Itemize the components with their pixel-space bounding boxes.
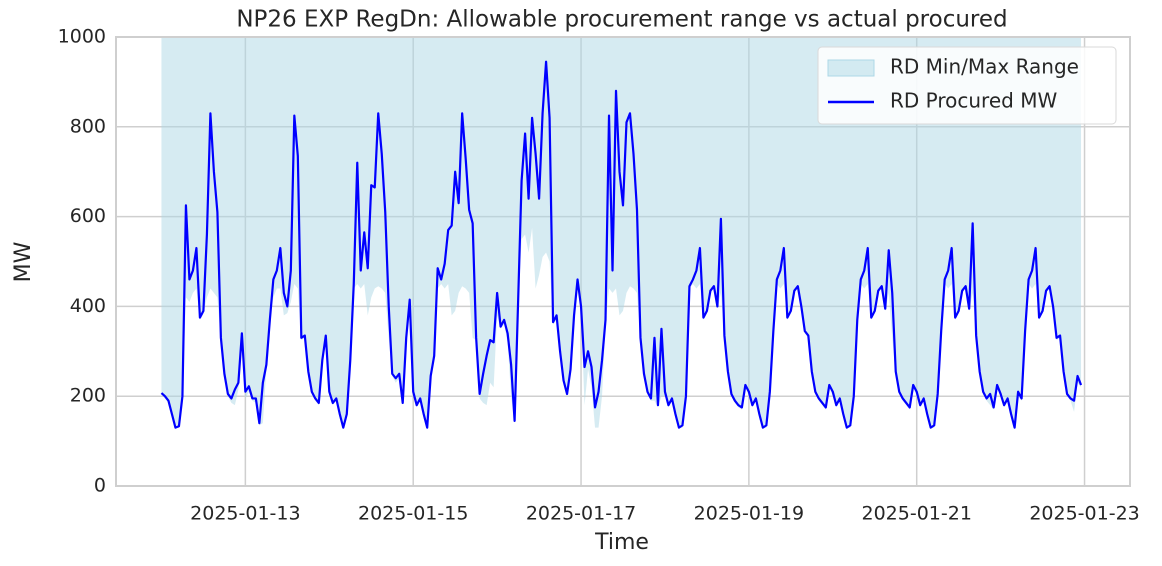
y-axis-label: MW	[11, 241, 36, 282]
legend-swatch	[827, 59, 875, 77]
plot-frame	[115, 36, 1131, 487]
x-tick-label: 2025-01-19	[694, 503, 804, 525]
x-tick-label: 2025-01-23	[1029, 503, 1139, 525]
chart-title: NP26 EXP RegDn: Allowable procurement ra…	[236, 7, 1007, 33]
procured-line	[160, 60, 1083, 429]
legend-label: RD Min/Max Range	[890, 55, 1079, 79]
legend-box	[817, 46, 1117, 125]
y-tick-label: 0	[94, 475, 106, 497]
x-tick-label: 2025-01-15	[358, 503, 468, 525]
x-axis-label: Time	[594, 530, 649, 555]
y-tick-label: 200	[70, 385, 106, 407]
y-tick-label: 600	[70, 205, 106, 227]
y-tick-label: 400	[70, 295, 106, 317]
x-tick-label: 2025-01-17	[526, 503, 636, 525]
range-band	[161, 37, 1082, 429]
legend-label: RD Procured MW	[890, 89, 1057, 113]
x-tick-label: 2025-01-13	[190, 503, 300, 525]
x-tick-label: 2025-01-21	[861, 503, 971, 525]
y-tick-label: 800	[70, 115, 106, 137]
y-tick-label: 1000	[58, 26, 106, 48]
